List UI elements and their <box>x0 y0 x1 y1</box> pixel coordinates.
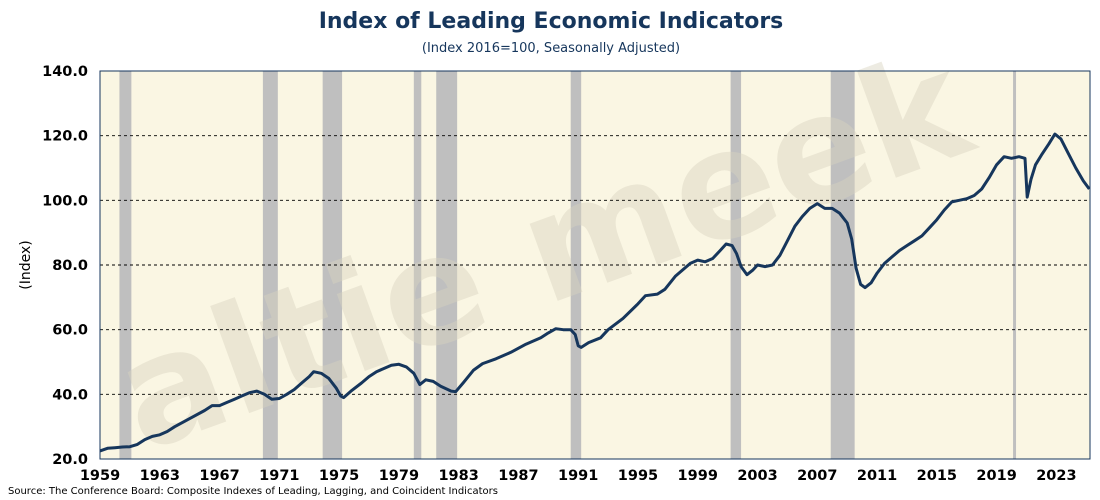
x-tick-label: 1959 <box>80 468 120 484</box>
x-tick-label: 2015 <box>917 468 957 484</box>
recession-band <box>730 71 742 459</box>
x-tick-label: 1991 <box>558 468 598 484</box>
source-note: Source: The Conference Board: Composite … <box>8 486 498 497</box>
x-tick-label: 2007 <box>797 468 837 484</box>
x-tick-label: 1967 <box>199 468 239 484</box>
recession-band <box>436 71 458 459</box>
y-axis-label: (Index) <box>18 240 34 289</box>
x-tick-label: 1999 <box>678 468 718 484</box>
x-tick-label: 1963 <box>140 468 180 484</box>
recession-band <box>830 71 855 459</box>
x-tick-label: 1987 <box>498 468 538 484</box>
recession-band <box>413 71 422 459</box>
x-tick-label: 1995 <box>618 468 658 484</box>
x-tick-label: 1983 <box>438 468 478 484</box>
y-tick-label: 120.0 <box>42 129 88 145</box>
y-tick-label: 140.0 <box>42 64 88 80</box>
y-tick-label: 20.0 <box>52 452 88 468</box>
plot-frame <box>99 70 1091 460</box>
chart-subtitle: (Index 2016=100, Seasonally Adjusted) <box>422 41 680 56</box>
x-tick-label: 1979 <box>379 468 419 484</box>
chart-title: Index of Leading Economic Indicators <box>319 9 784 34</box>
y-tick-label: 40.0 <box>52 387 88 403</box>
series-line-leading-index <box>99 132 1091 453</box>
x-axis-ticks: 1959 1963 1967 1971 1975 1979 1983 1987 1991 1995… <box>80 468 1077 484</box>
x-tick-label: 2011 <box>857 468 897 484</box>
recession-band <box>322 71 343 459</box>
x-tick-label: 2003 <box>737 468 777 484</box>
x-tick-label: 2019 <box>976 468 1016 484</box>
x-tick-label: 1975 <box>319 468 359 484</box>
x-tick-label: 2023 <box>1036 468 1076 484</box>
y-tick-label: 60.0 <box>52 323 88 339</box>
y-tick-label: 100.0 <box>42 193 88 209</box>
y-axis-ticks: 20.0 40.0 60.0 80.0 100.0 120.0 140.0 <box>42 64 88 468</box>
y-tick-label: 80.0 <box>52 258 88 274</box>
x-tick-label: 1971 <box>259 468 299 484</box>
